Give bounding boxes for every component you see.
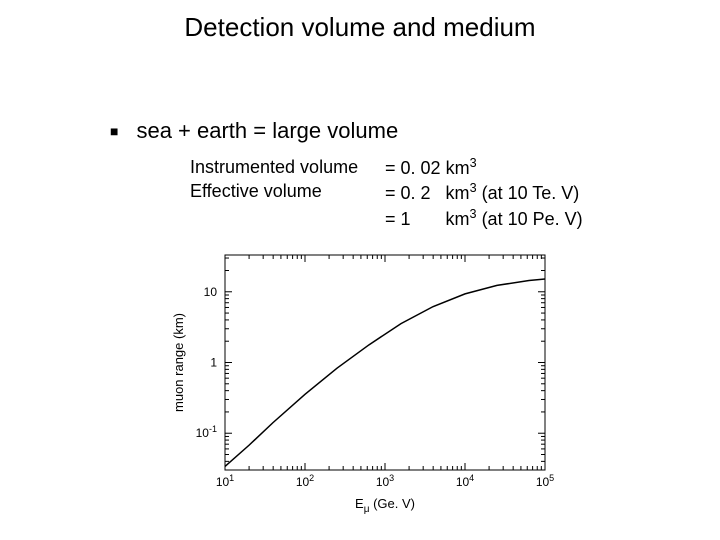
instrumented-label: Instrumented volume <box>190 157 358 177</box>
svg-text:1: 1 <box>210 356 217 370</box>
bullet-marker: ■ <box>110 123 118 139</box>
svg-text:105: 105 <box>536 473 554 489</box>
volume-values: = 0. 02 km3= 0. 2 km3 (at 10 Te. V)= 1 k… <box>385 155 583 231</box>
bullet-row: ■ sea + earth = large volume <box>110 118 398 144</box>
slide-title: Detection volume and medium <box>0 12 720 43</box>
muon-range-chart: 101 102 103 104 105 10-1 1 10 muon range (km) Eμ … <box>160 245 560 515</box>
svg-text:103: 103 <box>376 473 394 489</box>
volume-value: = 0. 02 km3 <box>385 155 583 180</box>
volume-value: = 1 km3 (at 10 Pe. V) <box>385 206 583 231</box>
effective-label: Effective volume <box>190 181 322 201</box>
bullet-text: sea + earth = large volume <box>136 118 398 144</box>
svg-text:10: 10 <box>204 285 218 299</box>
svg-text:muon range (km): muon range (km) <box>171 313 186 412</box>
svg-text:101: 101 <box>216 473 234 489</box>
svg-text:Eμ (Ge. V): Eμ (Ge. V) <box>355 496 415 515</box>
svg-text:10-1: 10-1 <box>196 424 217 440</box>
volume-subtext: Instrumented volume Effective volume = 0… <box>190 155 583 231</box>
svg-text:102: 102 <box>296 473 314 489</box>
volume-value: = 0. 2 km3 (at 10 Te. V) <box>385 180 583 205</box>
svg-text:104: 104 <box>456 473 474 489</box>
